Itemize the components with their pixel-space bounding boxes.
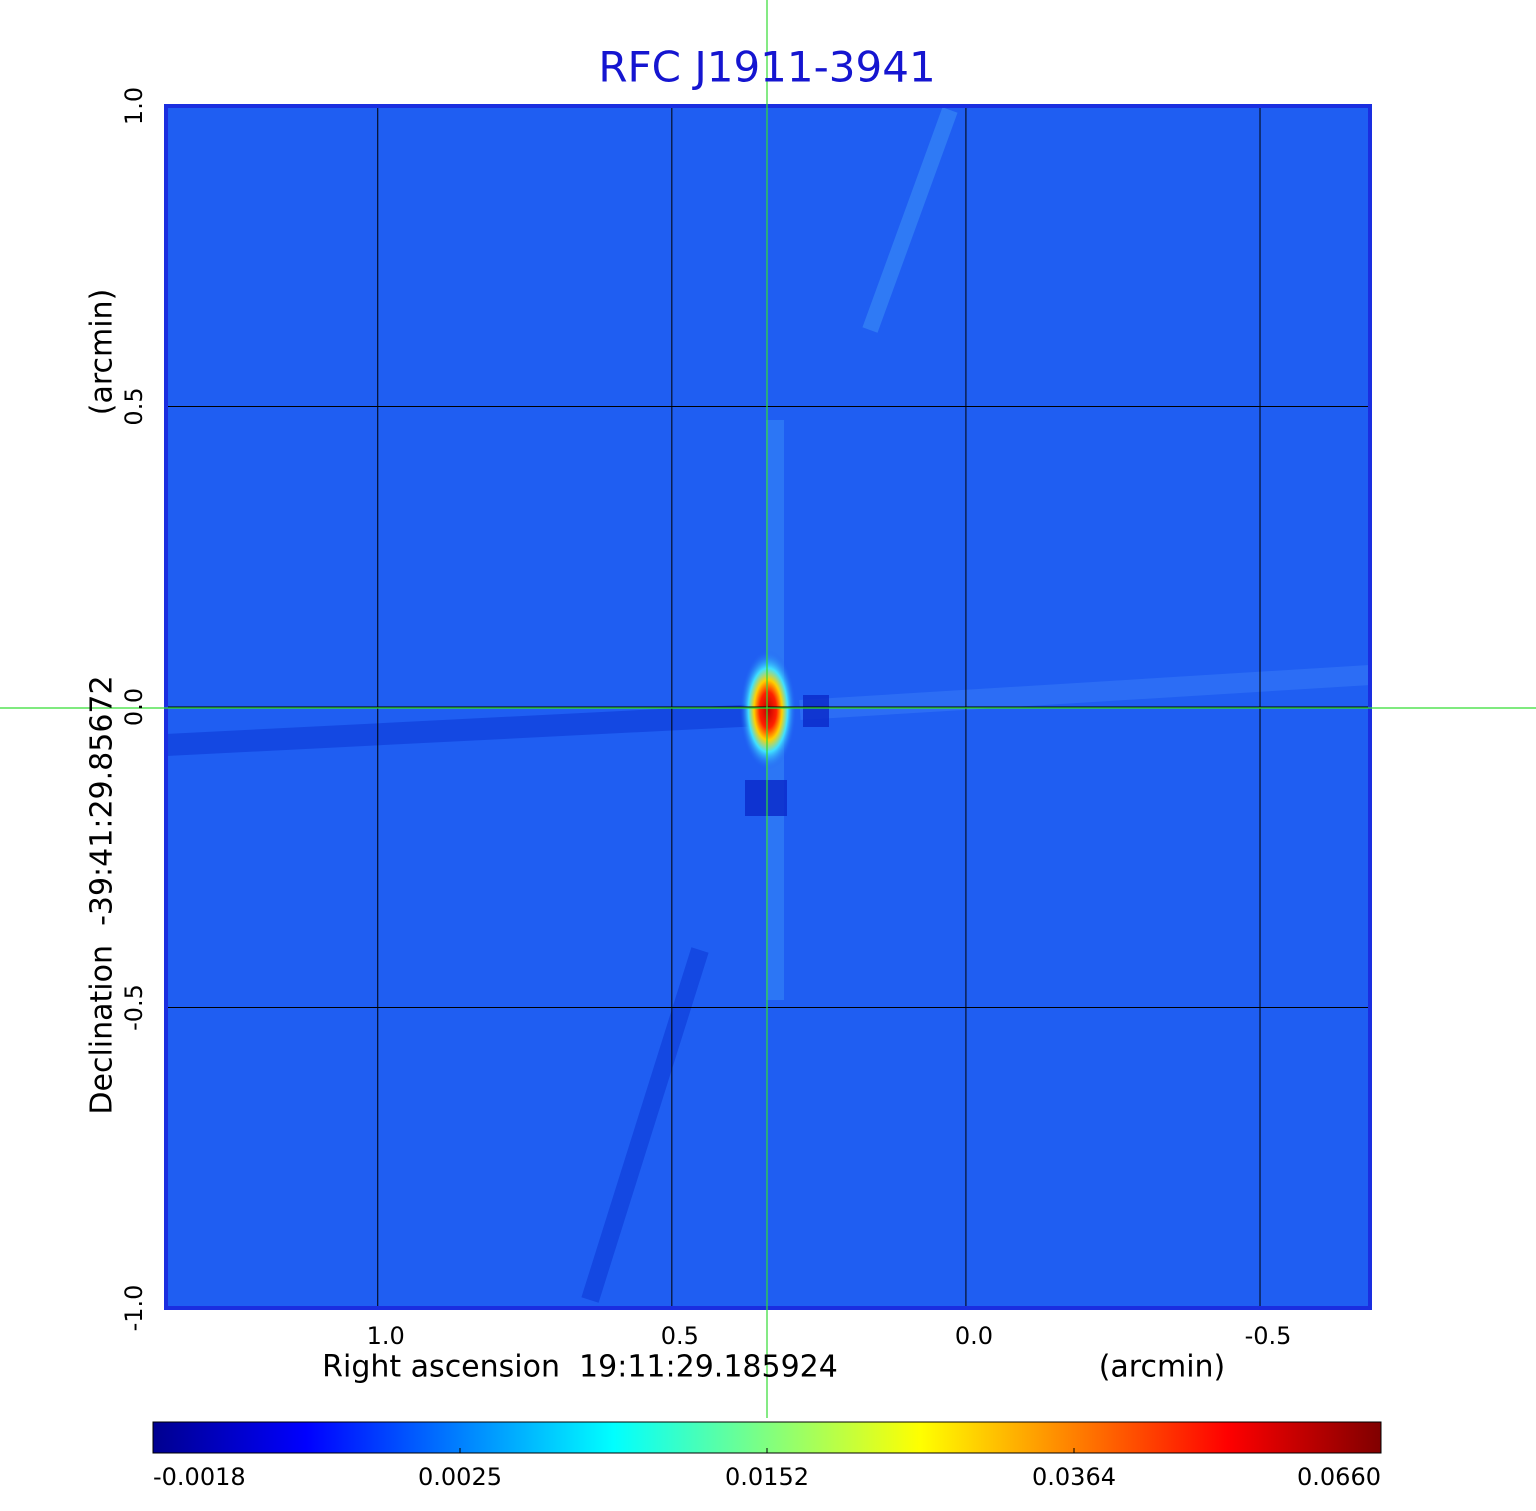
chart-title: RFC J1911-3941 xyxy=(598,43,935,92)
y-tick-label: 0.0 xyxy=(120,688,148,726)
x-axis-unit: (arcmin) xyxy=(1099,1350,1226,1385)
sidelobe xyxy=(862,107,958,333)
x-tick-label: 1.0 xyxy=(367,1322,405,1350)
y-axis-unit: (arcmin) xyxy=(85,289,120,416)
colorbar xyxy=(152,1421,1382,1454)
colorbar-tick-label: 0.0364 xyxy=(1032,1463,1116,1491)
source xyxy=(740,650,796,770)
negative-lobe xyxy=(803,695,829,727)
colorbar-tick-label: 0.0025 xyxy=(418,1463,502,1491)
x-tick-label: -0.5 xyxy=(1245,1322,1292,1350)
colorbar-tick-label: -0.0018 xyxy=(153,1463,246,1491)
sidelobe xyxy=(165,704,761,756)
y-tick-label: 0.5 xyxy=(120,387,148,425)
colorbar-tick-label: 0.0152 xyxy=(725,1463,809,1491)
plot-frame xyxy=(164,104,1372,1310)
x-tick-label: 0.5 xyxy=(661,1322,699,1350)
sidelobe xyxy=(581,947,709,1303)
negative-lobe xyxy=(745,780,787,816)
colorbar-tick-label: 0.0660 xyxy=(1297,1463,1381,1491)
sidelobe xyxy=(799,665,1371,720)
y-tick-label: 1.0 xyxy=(120,87,148,125)
x-axis-label: Right ascension 19:11:29.185924 xyxy=(322,1350,838,1385)
y-axis-label: Declination -39:41:29.85672 xyxy=(85,675,120,1114)
x-tick-label: 0.0 xyxy=(955,1322,993,1350)
y-tick-label: -1.0 xyxy=(120,1285,148,1332)
y-tick-label: -0.5 xyxy=(120,984,148,1031)
